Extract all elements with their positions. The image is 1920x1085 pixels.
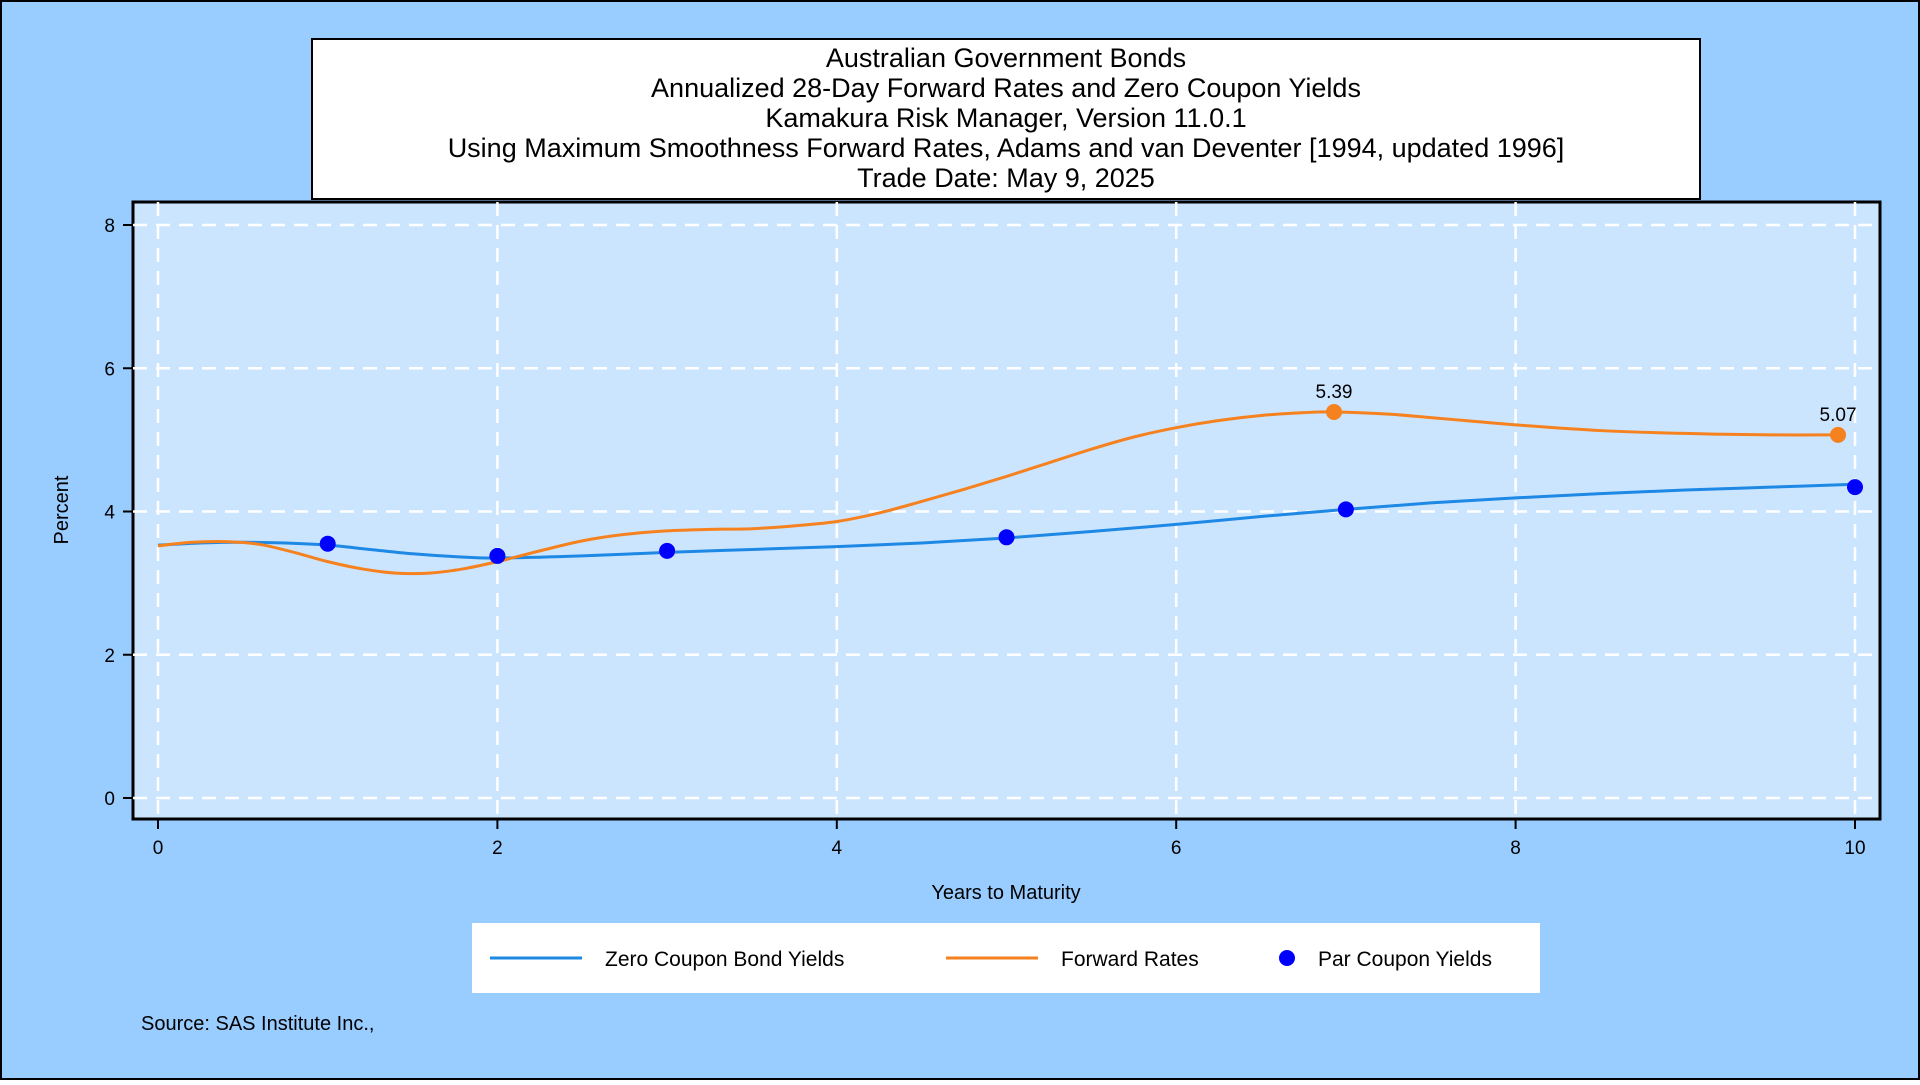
forward-rate-label: 5.07 [1820, 405, 1857, 426]
grid-layer [133, 202, 1880, 819]
x-tick-label: 4 [832, 838, 843, 859]
y-tick-label: 0 [104, 789, 115, 810]
x-tick-label: 0 [153, 838, 164, 859]
legend: Zero Coupon Bond Yields Forward Rates Pa… [472, 923, 1540, 993]
legend-label-par: Par Coupon Yields [1318, 948, 1492, 971]
y-tick-label: 8 [104, 216, 115, 237]
title-line-1: Australian Government Bonds [826, 43, 1186, 73]
par-coupon-point [998, 529, 1015, 546]
title-line-4: Using Maximum Smoothness Forward Rates, … [448, 133, 1565, 163]
legend-label-zero-coupon: Zero Coupon Bond Yields [605, 948, 844, 971]
par-coupon-point [659, 542, 676, 559]
x-tick-label: 8 [1510, 838, 1521, 859]
source-note: Source: SAS Institute Inc., [141, 1013, 374, 1035]
title-box [311, 38, 1701, 200]
y-tick-label: 6 [104, 359, 115, 380]
y-axis-label: Percent [51, 475, 73, 544]
x-tick-label: 2 [492, 838, 503, 859]
y-tick-label: 4 [104, 503, 115, 524]
legend-label-forward: Forward Rates [1061, 948, 1199, 971]
par-coupon-point [489, 547, 506, 564]
x-tick-label: 6 [1171, 838, 1182, 859]
axis-layer: 0 2 4 6 8 0 2 4 6 8 10 [104, 216, 1865, 859]
forward-rate-label: 5.39 [1316, 382, 1353, 403]
series-line-1 [157, 410, 1839, 576]
y-tick-label: 2 [104, 646, 115, 667]
par-coupon-point [1337, 501, 1354, 518]
forward-rate-point [1830, 426, 1847, 443]
title-line-2: Annualized 28-Day Forward Rates and Zero… [651, 73, 1361, 103]
par-coupon-point [1847, 479, 1863, 496]
forward-rate-point [1326, 403, 1343, 420]
series-line-0 [157, 482, 1856, 560]
series-layer: 5.39 5.07 [157, 382, 1863, 576]
title-line-3: Kamakura Risk Manager, Version 11.0.1 [765, 103, 1246, 133]
x-axis-label: Years to Maturity [931, 882, 1080, 904]
title-line-5: Trade Date: May 9, 2025 [857, 163, 1155, 193]
par-coupon-point [319, 535, 336, 552]
legend-swatch-par [1279, 950, 1295, 966]
x-tick-label: 10 [1844, 838, 1865, 859]
